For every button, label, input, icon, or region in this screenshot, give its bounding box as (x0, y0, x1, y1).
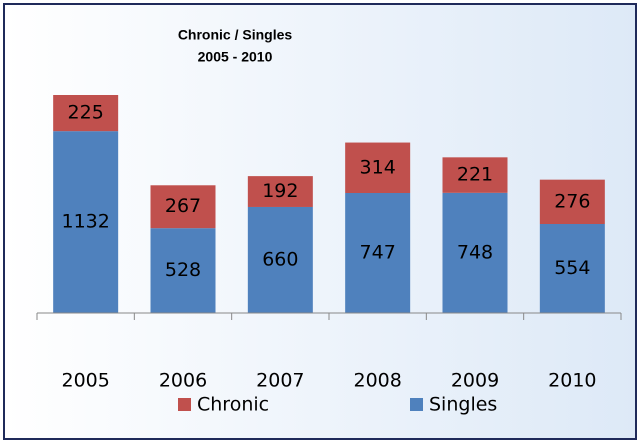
data-label: 192 (262, 180, 298, 202)
data-label: 314 (360, 156, 396, 178)
bar-segment (539, 179, 605, 225)
bar-segment (53, 95, 119, 132)
data-label: 267 (165, 195, 201, 217)
legend-label: Chronic (197, 394, 269, 416)
legend-label: Singles (429, 394, 497, 416)
bar-segment (442, 192, 508, 313)
chart-title: Chronic / Singles (178, 27, 293, 43)
data-label: 225 (68, 102, 104, 124)
x-tick-label: 2009 (451, 370, 499, 392)
x-tick-label: 2008 (353, 370, 401, 392)
bar-segment (150, 185, 216, 229)
legend-swatch (410, 398, 423, 411)
data-label: 748 (457, 241, 493, 263)
x-tick-label: 2010 (548, 370, 596, 392)
data-label: 221 (457, 164, 493, 186)
x-tick-label: 2007 (256, 370, 304, 392)
bar-segment (247, 206, 313, 313)
data-label: 747 (360, 241, 396, 263)
bar-segment (150, 228, 216, 313)
bar-segment (539, 224, 605, 313)
data-label: 660 (262, 248, 298, 270)
bar-segment (247, 176, 313, 207)
bar-segment (53, 131, 119, 313)
legend-swatch (178, 398, 191, 411)
data-label: 276 (554, 190, 590, 212)
x-tick-label: 2006 (159, 370, 207, 392)
bar-segment (345, 142, 411, 193)
x-tick-label: 2005 (61, 370, 109, 392)
data-label: 528 (165, 259, 201, 281)
chart-subtitle: 2005 - 2010 (198, 49, 273, 65)
bar-segment (442, 157, 508, 193)
data-label: 554 (554, 257, 590, 279)
data-label: 1132 (61, 211, 109, 233)
bar-segment (345, 192, 411, 313)
